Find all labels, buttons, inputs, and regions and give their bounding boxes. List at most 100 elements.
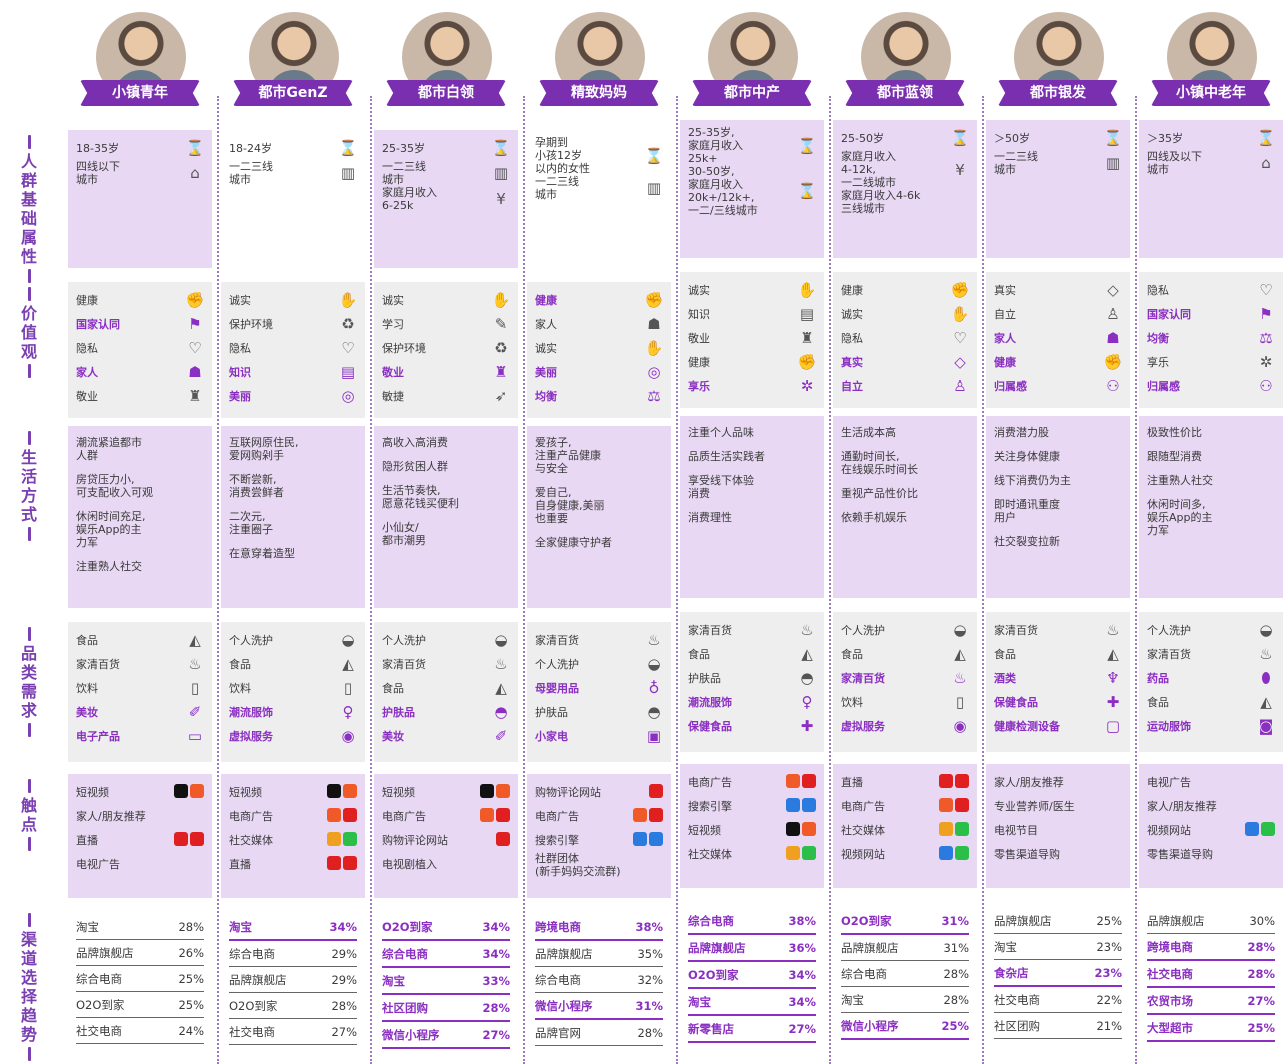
channel-row: 品牌旗舰店 36% (688, 935, 816, 962)
app-icon (343, 807, 357, 822)
wine-icon: ♆ (1106, 669, 1120, 687)
touchpoint-label: 短视频 (76, 785, 109, 799)
app-icon (343, 783, 357, 798)
channel-name: 综合电商 (229, 946, 275, 961)
values-item: 诚实 ✋ (535, 336, 663, 360)
segment-name: 都市GenZ (233, 80, 353, 106)
food-icon: ◭ (1260, 693, 1272, 711)
channel-name: 品牌旗舰店 (535, 946, 593, 961)
app-icon (343, 831, 357, 846)
touchpoint-label: 搜索引擎 (535, 833, 579, 847)
category-item: 饮料 ▯ (229, 676, 357, 700)
touchpoint-item: 搜索引擎 (535, 828, 663, 852)
row-label-char: 择 (20, 987, 37, 1006)
basic-item-label: 一二三线 城市 (535, 175, 579, 201)
touchpoint-item: 社交媒体 (688, 842, 816, 866)
life-item: 全家健康守护者 (535, 536, 612, 549)
channel-row: 食杂店 23% (994, 960, 1122, 987)
touchpoint-item: 电商广告 (535, 804, 663, 828)
values-item: 诚实 ✋ (841, 302, 969, 326)
values-item: 诚实 ✋ (382, 288, 510, 312)
basic-panel: 25-35岁 ⌛ 一二三线 城市 ▥ 家庭月收入 6-25k ¥ (374, 130, 518, 268)
channel-name: 综合电商 (688, 913, 734, 928)
channel-name: 品牌旗舰店 (688, 940, 746, 955)
row-label-char: 需 (20, 682, 37, 701)
touchpoint-label: 直播 (76, 833, 98, 847)
touchpoint-item: 家人/朋友推荐 (1147, 794, 1275, 818)
channel-row: O2O到家 31% (841, 908, 969, 935)
flag-icon: ⚑ (188, 315, 202, 333)
run-icon: ➶ (494, 387, 508, 405)
touchpoint-label: 电商广告 (841, 799, 885, 813)
basic-panel: 25-50岁 ⌛ 家庭月收入 4-12k, 一二线城市 ¥ 家庭月收入4-6k 三线城市 (833, 120, 977, 258)
column-separator (982, 96, 984, 1064)
values-item: 健康 ✊ (688, 350, 816, 374)
values-item-label: 国家认同 (76, 317, 120, 331)
app-icon (939, 845, 953, 860)
life-item: 跟随型消费 (1147, 450, 1202, 463)
basic-item-label: 一二三线 城市 (229, 160, 273, 186)
channel-row: 综合电商 29% (229, 941, 357, 967)
category-item: 药品 ⬮ (1147, 666, 1275, 690)
values-item-label: 真实 (994, 283, 1016, 297)
live-icon: ◉ (953, 717, 967, 735)
flag-icon: ⚑ (1259, 305, 1273, 323)
values-item: 享乐 ✲ (1147, 350, 1275, 374)
values-item-label: 家人 (994, 331, 1016, 345)
touchpoint-label: 社交媒体 (841, 823, 885, 837)
touchpoint-item: 短视频 (382, 780, 510, 804)
channel-row: 品牌旗舰店 35% (535, 941, 663, 967)
category-item-label: 饮料 (841, 695, 863, 709)
channel-name: 综合电商 (841, 966, 887, 981)
channel-pct: 32% (637, 972, 663, 987)
touchpoint-label: 电视广告 (1147, 775, 1191, 789)
category-item-label: 虚拟服务 (229, 729, 273, 743)
spray-icon: ♨ (647, 631, 661, 649)
category-item: 家清百货 ♨ (688, 618, 816, 642)
category-item-label: 健康检测设备 (994, 719, 1060, 733)
handshake-icon: ✋ (950, 305, 970, 323)
touchpoint-label: 直播 (229, 857, 251, 871)
hourglass-icon: ⌛ (797, 182, 817, 200)
category-item-label: 饮料 (76, 681, 98, 695)
values-item-label: 健康 (76, 293, 98, 307)
touchpoint-label: 电商广告 (229, 809, 273, 823)
segment-column: 精致妈妈 孕期到 小孩12岁 以内的女性 ⌛ 一二三线 城市 ▥ 健康 ✊ 家人 ☗ 诚实 ✋ 美丽 ◎… (522, 0, 678, 1064)
values-item-label: 诚实 (535, 341, 557, 355)
category-item-label: 潮流服饰 (688, 695, 732, 709)
touchpoint-app-icons (325, 783, 357, 801)
life-item: 爱孩子, 注重产品健康 与安全 (535, 436, 601, 475)
category-item-label: 家清百货 (382, 657, 426, 671)
touchpoint-item: 电商广告 (841, 794, 969, 818)
touchpoint-label: 社交媒体 (688, 847, 732, 861)
column-separator (1135, 96, 1137, 1064)
family-icon: ☗ (188, 363, 202, 381)
touchpoint-panel: 家人/朋友推荐 专业营养师/医生 电视节目 零售渠道导购 (986, 764, 1130, 888)
channel-panel: 跨境电商 38% 品牌旗舰店 35% 综合电商 32% 微信小程序 31% 品牌官网 28% (527, 908, 671, 1048)
scale-icon: ⚖ (1259, 329, 1273, 347)
category-item-label: 家清百货 (688, 623, 732, 637)
channel-pct: 28% (943, 992, 969, 1007)
channel-name: 微信小程序 (382, 1027, 440, 1042)
channel-row: 农贸市场 27% (1147, 988, 1275, 1015)
category-item: 潮流服饰 ♀ (229, 700, 357, 724)
basic-item: ＞35岁 ⌛ (1147, 126, 1275, 150)
values-item: 国家认同 ⚑ (1147, 302, 1275, 326)
food-icon: ◭ (801, 645, 813, 663)
touchpoint-item: 视频网站 (841, 842, 969, 866)
touchpoint-app-icons (631, 831, 663, 849)
category-item: 个人洗护 ◒ (1147, 618, 1275, 642)
app-icon (327, 855, 341, 870)
cream-icon: ◓ (494, 703, 508, 721)
handshake-icon: ✋ (491, 291, 511, 309)
values-item-label: 均衡 (535, 389, 557, 403)
category-item: 家清百货 ♨ (535, 628, 663, 652)
channel-pct: 27% (482, 1027, 510, 1042)
channel-name: 跨境电商 (1147, 939, 1193, 954)
handshake-icon: ✋ (797, 281, 817, 299)
channel-row: 社交电商 28% (1147, 961, 1275, 988)
lipstick-icon: ✐ (188, 703, 202, 721)
life-item: 品质生活实践者 (688, 450, 765, 463)
values-item-label: 健康 (994, 355, 1016, 369)
channel-name: 淘宝 (688, 994, 711, 1009)
